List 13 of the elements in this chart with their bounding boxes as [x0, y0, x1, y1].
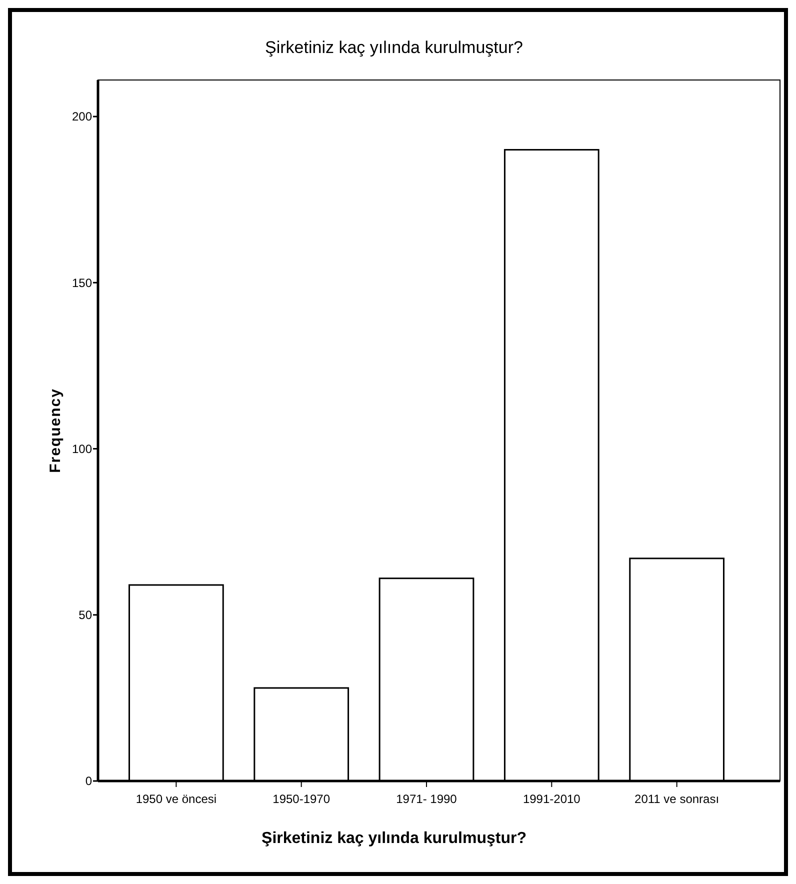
y-tick-label: 200 — [72, 110, 92, 124]
x-tick-label: 1971- 1990 — [396, 792, 458, 806]
x-tick-label: 2011 ve sonrası — [634, 792, 720, 806]
x-tick-label: 1950-1970 — [272, 792, 330, 806]
x-axis-title: Şirketiniz kaç yılında kurulmuştur? — [262, 830, 526, 847]
y-tick-label: 50 — [78, 608, 92, 622]
chart-title: Şirketiniz kaç yılında kurulmuştur? — [265, 38, 523, 57]
x-tick-label: 1991-2010 — [522, 792, 581, 806]
x-tick-label: 1950 ve öncesi — [136, 792, 217, 806]
y-tick-label: 150 — [72, 276, 92, 290]
y-tick-label: 0 — [85, 774, 92, 788]
y-axis-title: Frequency — [47, 388, 64, 473]
y-tick-label: 100 — [72, 442, 92, 456]
